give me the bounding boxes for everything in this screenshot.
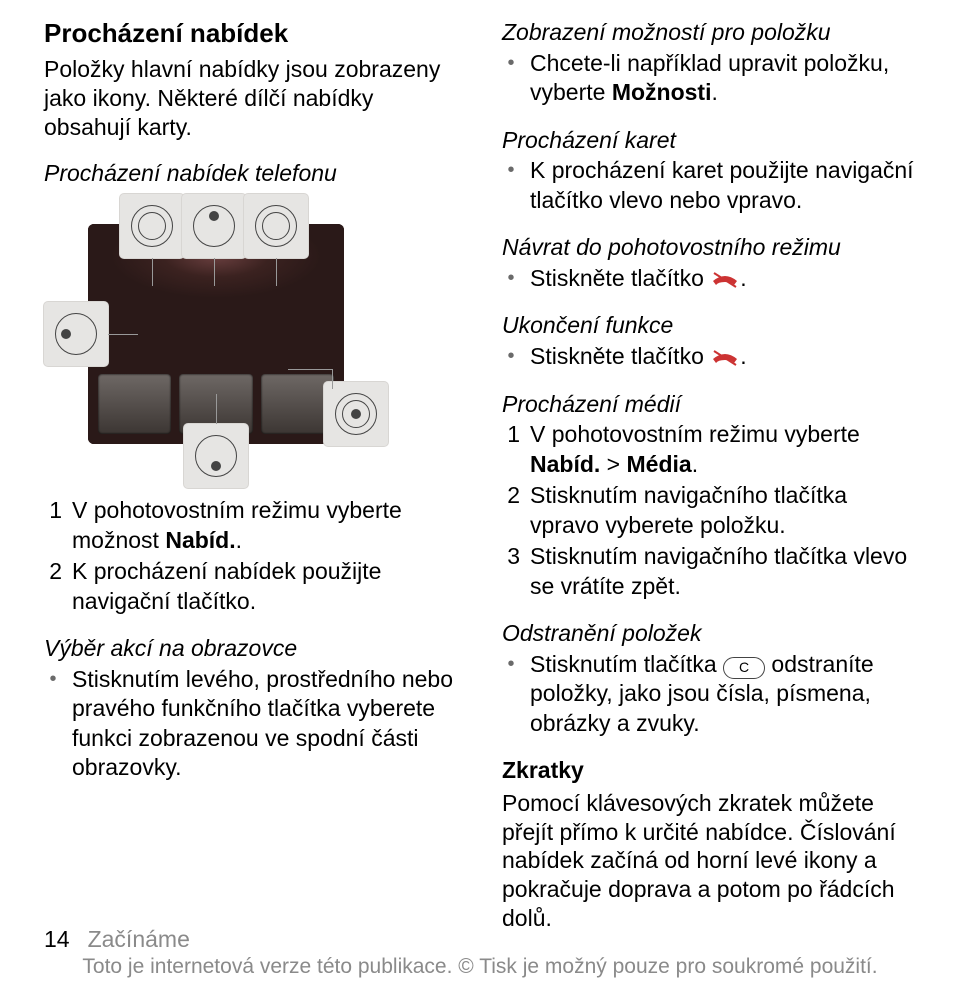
step-text: V pohotovostním režimu vyberte Nabíd. > … — [530, 420, 916, 479]
bullet-dot: • — [502, 650, 520, 738]
leader-line — [276, 258, 277, 286]
endcall-icon — [710, 269, 740, 289]
bullet-row: • Stisknutím tlačítka C odstraníte polož… — [502, 650, 916, 738]
t: . — [740, 343, 746, 369]
callout-nav-down — [184, 424, 248, 488]
step-number: 1 — [44, 496, 62, 555]
callout-softkey-left — [120, 194, 184, 258]
t: Stiskněte tlačítko — [530, 343, 710, 369]
step-number: 2 — [502, 481, 520, 540]
t: Možnosti — [612, 79, 712, 105]
bullet-text: K procházení karet použijte navigační tl… — [530, 156, 916, 215]
c-key-icon: C — [723, 657, 765, 679]
step-row: 1 V pohotovostním režimu vyberte možnost… — [44, 496, 458, 555]
leader-line — [108, 334, 138, 335]
step-row: 2 K procházení nabídek použijte navigačn… — [44, 557, 458, 616]
step-row: 1 V pohotovostním režimu vyberte Nabíd. … — [502, 420, 916, 479]
endcall-icon — [710, 347, 740, 367]
leader-line — [216, 394, 217, 424]
page-footer: 14 Začínáme Toto je internetová verze té… — [44, 926, 916, 979]
bullet-row: • Stisknutím levého, prostředního nebo p… — [44, 665, 458, 783]
t: Stiskněte tlačítko — [530, 265, 710, 291]
t: . — [236, 527, 242, 553]
footer-note: Toto je internetová verze této publikace… — [44, 955, 916, 979]
t: . — [692, 451, 698, 477]
step-number: 2 — [44, 557, 62, 616]
bullet-dot: • — [502, 342, 520, 371]
leader-line — [332, 369, 333, 389]
step-text: Stisknutím navigačního tlačítka vlevo se… — [530, 542, 916, 601]
step-row: 3 Stisknutím navigačního tlačítka vlevo … — [502, 542, 916, 601]
subhead-tabs: Procházení karet — [502, 126, 916, 155]
bullet-text: Stisknutím levého, prostředního nebo pra… — [72, 665, 458, 783]
step-text: Stisknutím navigačního tlačítka vpravo v… — [530, 481, 916, 540]
callout-nav-up — [182, 194, 246, 258]
key — [98, 374, 171, 434]
t: > — [600, 451, 626, 477]
step-number: 1 — [502, 420, 520, 479]
t: Stisknutím tlačítka — [530, 651, 723, 677]
callout-select — [324, 382, 388, 446]
leader-line — [288, 369, 332, 370]
bullet-text: Chcete-li například upravit položku, vyb… — [530, 49, 916, 108]
bullet-text: Stisknutím tlačítka C odstraníte položky… — [530, 650, 916, 738]
subhead-delete: Odstranění položek — [502, 619, 916, 648]
subhead-standby: Návrat do pohotovostního režimu — [502, 233, 916, 262]
t: Média — [627, 451, 692, 477]
t: . — [711, 79, 717, 105]
step-text: V pohotovostním režimu vyberte možnost N… — [72, 496, 458, 555]
t: Nabíd. — [165, 527, 235, 553]
leader-line — [152, 258, 153, 286]
step-number: 3 — [502, 542, 520, 601]
bullet-row: • K procházení karet použijte navigační … — [502, 156, 916, 215]
step-text: K procházení nabídek použijte navigační … — [72, 557, 458, 616]
bullet-row: • Chcete-li například upravit položku, v… — [502, 49, 916, 108]
shortcuts-text: Pomocí klávesových zkratek můžete přejít… — [502, 789, 916, 933]
t: . — [740, 265, 746, 291]
intro-text: Položky hlavní nabídky jsou zobrazeny ja… — [44, 55, 458, 141]
subhead-actions: Výběr akcí na obrazovce — [44, 634, 458, 663]
step-row: 2 Stisknutím navigačního tlačítka vpravo… — [502, 481, 916, 540]
bullet-row: • Stiskněte tlačítko . — [502, 264, 916, 293]
bullet-dot: • — [44, 665, 62, 783]
bullet-row: • Stiskněte tlačítko . — [502, 342, 916, 371]
page-number: 14 — [44, 926, 70, 953]
section-name: Začínáme — [88, 926, 190, 953]
page-title: Procházení nabídek — [44, 18, 458, 49]
bullet-text: Stiskněte tlačítko . — [530, 264, 916, 293]
t: Nabíd. — [530, 451, 600, 477]
subhead-nav-phone: Procházení nabídek telefonu — [44, 159, 458, 188]
subhead-options: Zobrazení možností pro položku — [502, 18, 916, 47]
subhead-endfunc: Ukončení funkce — [502, 311, 916, 340]
subhead-media: Procházení médií — [502, 390, 916, 419]
leader-line — [214, 258, 215, 286]
t: V pohotovostním režimu vyberte — [530, 421, 860, 447]
bullet-dot: • — [502, 49, 520, 108]
bullet-text: Stiskněte tlačítko . — [530, 342, 916, 371]
bullet-dot: • — [502, 156, 520, 215]
bullet-dot: • — [502, 264, 520, 293]
callout-softkey-right — [244, 194, 308, 258]
phone-illustration — [44, 194, 458, 494]
key — [261, 374, 334, 434]
subhead-shortcuts: Zkratky — [502, 756, 916, 785]
callout-nav-left — [44, 302, 108, 366]
